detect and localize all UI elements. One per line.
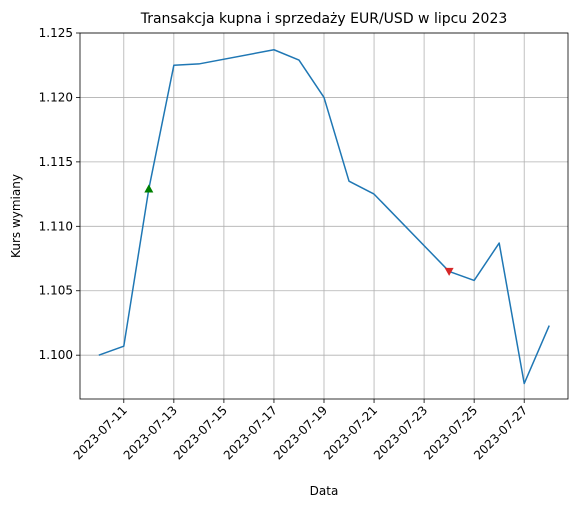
y-tick-label: 1.115	[39, 155, 73, 169]
series-layer	[98, 49, 550, 385]
grid	[80, 32, 568, 399]
y-tick-label: 1.100	[39, 348, 73, 362]
series-line	[98, 49, 550, 385]
ticks: 2023-07-112023-07-132023-07-152023-07-17…	[39, 26, 531, 462]
y-tick-label: 1.105	[39, 284, 73, 298]
x-axis-label: Data	[310, 484, 339, 498]
y-tick-label: 1.125	[39, 26, 73, 40]
y-axis-label: Kurs wymiany	[9, 174, 23, 258]
chart-title: Transakcja kupna i sprzedaży EUR/USD w l…	[140, 11, 508, 27]
sell-marker	[444, 267, 454, 276]
y-tick-label: 1.110	[39, 219, 73, 233]
buy-marker	[144, 184, 154, 193]
trade-markers	[144, 184, 454, 276]
y-tick-label: 1.120	[39, 90, 73, 104]
x-tick-label: 2023-07-27	[471, 403, 530, 462]
